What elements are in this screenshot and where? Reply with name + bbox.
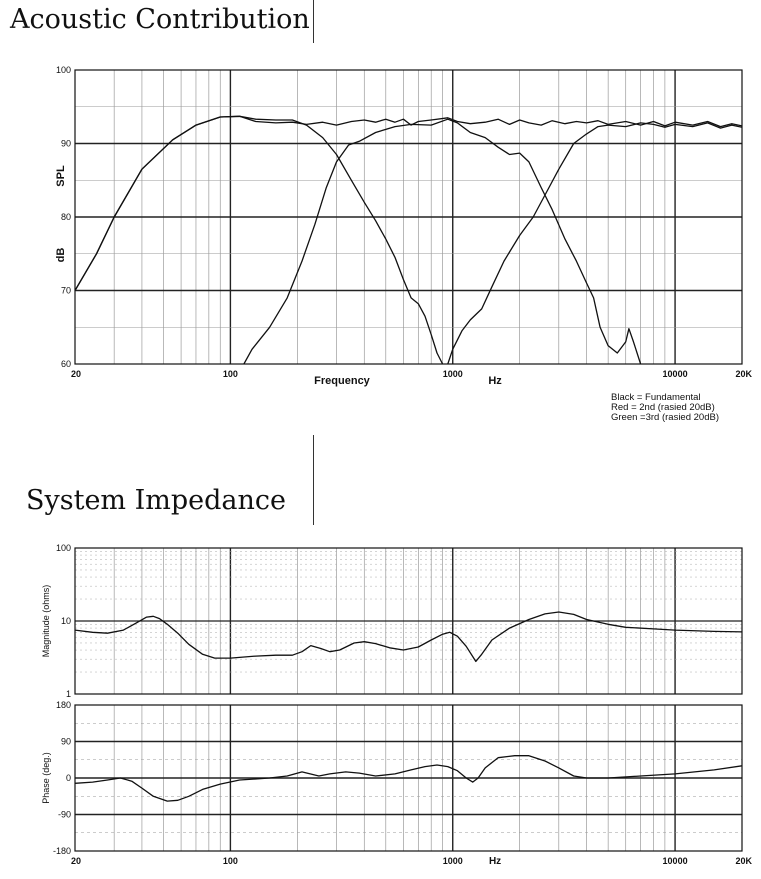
acoustic-title: Acoustic Contribution bbox=[10, 4, 310, 35]
y-tick-label: 180 bbox=[56, 700, 71, 710]
y-axis-unit-label: dB bbox=[55, 248, 67, 263]
y-tick-label: 100 bbox=[56, 65, 71, 75]
series-line-midrange bbox=[243, 118, 642, 364]
y-tick-label: 1 bbox=[66, 689, 71, 699]
x-tick-label: 1000 bbox=[443, 369, 463, 379]
series-line-magnitude bbox=[75, 611, 742, 663]
x-tick-label: 10000 bbox=[663, 856, 688, 866]
legend: Black = Fundamental Red = 2nd (rasied 20… bbox=[611, 392, 719, 423]
x-tick-label: 1000 bbox=[443, 856, 463, 866]
y-tick-label: -180 bbox=[53, 846, 71, 856]
title-divider bbox=[313, 435, 314, 525]
x-axis-unit-label: Hz bbox=[488, 375, 502, 387]
series-line-tweeter bbox=[447, 122, 742, 364]
y-tick-label: 80 bbox=[61, 212, 71, 222]
x-tick-label: 20K bbox=[735, 369, 752, 379]
y-tick-label: 60 bbox=[61, 359, 71, 369]
x-axis-label: Hz bbox=[489, 856, 501, 867]
series-line-system bbox=[75, 115, 742, 291]
legend-entry: Red = 2nd (rasied 20dB) bbox=[611, 402, 715, 413]
x-tick-label: 20 bbox=[71, 369, 81, 379]
title-divider bbox=[313, 0, 314, 43]
x-tick-label: 10000 bbox=[663, 369, 688, 379]
plot-frame bbox=[74, 69, 743, 365]
x-tick-label: 100 bbox=[223, 856, 238, 866]
y-axis-label: Magnitude (ohms) bbox=[41, 585, 51, 658]
y-tick-label: 10 bbox=[61, 616, 71, 626]
acoustic-contribution-chart: 60 70 80 90 100 20 100 1000 10000 20K Frequency Hz S… bbox=[55, 65, 752, 387]
x-tick-label: 20K bbox=[735, 856, 752, 866]
legend-entry: Green =3rd (rasied 20dB) bbox=[611, 412, 719, 423]
impedance-title: System Impedance bbox=[26, 485, 287, 516]
y-tick-label: 90 bbox=[61, 737, 71, 747]
y-tick-label: 70 bbox=[61, 286, 71, 296]
y-tick-label: -90 bbox=[58, 810, 71, 820]
series-line-woofer bbox=[75, 115, 444, 364]
y-tick-label: 90 bbox=[61, 139, 71, 149]
y-axis-label: Phase (deg.) bbox=[41, 752, 51, 804]
y-tick-label: 0 bbox=[66, 773, 71, 783]
plot-frame bbox=[74, 704, 743, 852]
y-axis-label: SPL bbox=[55, 165, 67, 187]
y-tick-label: 100 bbox=[56, 543, 71, 553]
series-line-phase bbox=[75, 755, 742, 802]
x-tick-label: 20 bbox=[71, 856, 81, 866]
impedance-magnitude-chart: 1 10 100 Magnitude (ohms) bbox=[41, 543, 743, 699]
x-axis-label: Frequency bbox=[314, 375, 371, 387]
impedance-phase-chart: -180 -90 0 90 180 20 100 1000 10000 20K Phase (deg… bbox=[41, 700, 752, 867]
plot-frame bbox=[74, 547, 743, 695]
x-tick-label: 100 bbox=[223, 369, 238, 379]
legend-entry: Black = Fundamental bbox=[611, 392, 701, 403]
